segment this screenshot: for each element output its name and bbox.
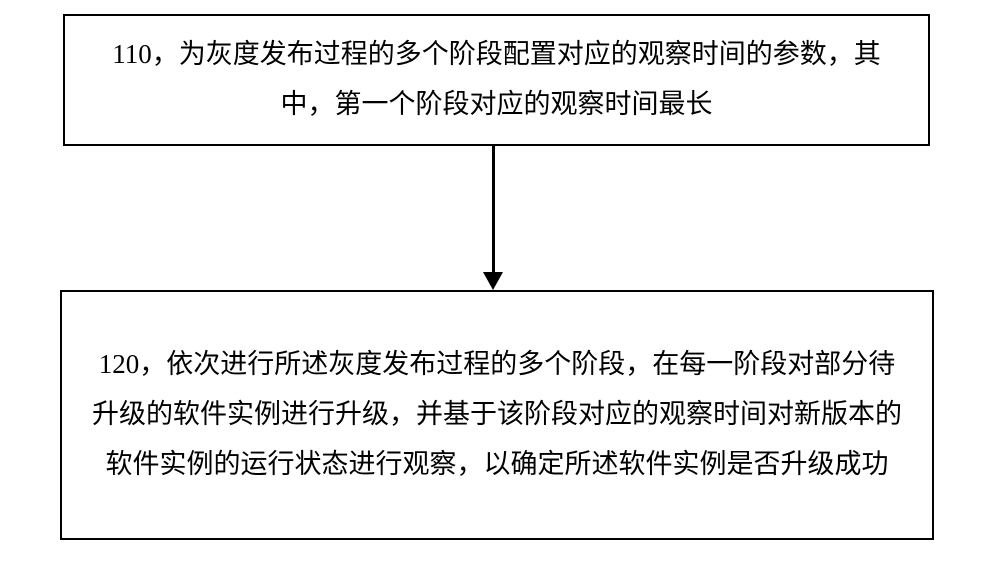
flowchart-arrow-head (483, 272, 503, 290)
node-text: 120，依次进行所述灰度发布过程的多个阶段，在每一阶段对部分待升级的软件实例进行… (92, 340, 902, 490)
node-text: 110，为灰度发布过程的多个阶段配置对应的观察时间的参数，其中，第一个阶段对应的… (95, 30, 898, 130)
flowchart-node-step1: 110，为灰度发布过程的多个阶段配置对应的观察时间的参数，其中，第一个阶段对应的… (63, 14, 930, 146)
flowchart-canvas: 110，为灰度发布过程的多个阶段配置对应的观察时间的参数，其中，第一个阶段对应的… (0, 0, 1000, 567)
flowchart-node-step2: 120，依次进行所述灰度发布过程的多个阶段，在每一阶段对部分待升级的软件实例进行… (60, 290, 934, 540)
flowchart-arrow-line (492, 146, 495, 272)
